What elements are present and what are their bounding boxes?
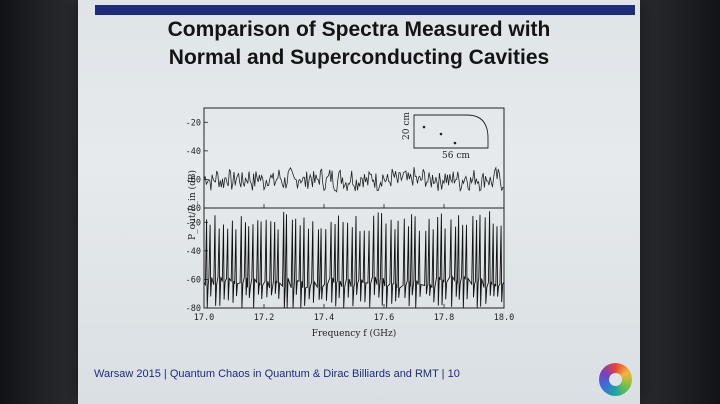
antenna-point	[439, 132, 443, 136]
institute-logo-icon	[599, 363, 632, 396]
right-wall	[640, 0, 720, 404]
x-tick-label: 18.0	[494, 313, 514, 323]
slide-footer: Warsaw 2015 | Quantum Chaos in Quantum &…	[94, 368, 460, 380]
presentation-slide	[78, 0, 640, 404]
superconducting-spectrum	[203, 211, 505, 309]
y-axis-label: P_out/P_in (dB)	[187, 170, 198, 240]
inset-height-label: 20 cm	[402, 112, 412, 140]
slide-title-line-1: Comparison of Spectra Measured with	[167, 18, 551, 41]
spectra-figure: -20-40-60-80 -20-40-60-80 17.0 17.2 17.4 17…	[186, 107, 514, 339]
antenna-point	[453, 141, 457, 145]
x-tick-label: 17.8	[434, 313, 454, 323]
y-tick-label: -40	[186, 247, 201, 257]
slide-title-line-2: Normal and Superconducting Cavities	[168, 46, 550, 69]
slide-header-bar	[95, 5, 635, 15]
slide-title: Comparison of Spectra Measured with Norm…	[78, 16, 640, 72]
cavity-inset: 20 cm 56 cm	[402, 112, 489, 161]
upper-y-ticks: -20 -40 -60 -80	[186, 118, 208, 214]
x-ticks: 17.0 17.2 17.4 17.6 17.8 18.0	[194, 204, 514, 323]
y-tick-label: -80	[186, 204, 201, 214]
cavity-outline	[413, 114, 489, 149]
y-tick-label: -60	[186, 175, 201, 185]
x-tick-label: 17.4	[314, 313, 334, 323]
inset-width-label: 56 cm	[442, 151, 470, 161]
lower-panel-frame	[203, 207, 505, 309]
left-wall	[0, 0, 78, 404]
y-tick-label: -20	[186, 118, 201, 128]
x-tick-label: 17.6	[374, 313, 394, 323]
x-tick-label: 17.2	[254, 313, 274, 323]
y-tick-label: -60	[186, 275, 201, 285]
x-tick-label: 17.0	[194, 313, 214, 323]
antenna-point	[422, 125, 426, 129]
y-tick-label: -20	[186, 218, 201, 228]
x-axis-label: Frequency f (GHz)	[312, 328, 397, 339]
y-tick-label: -40	[186, 147, 201, 157]
y-tick-label: -80	[186, 304, 201, 314]
normal-conducting-spectrum	[203, 166, 505, 193]
